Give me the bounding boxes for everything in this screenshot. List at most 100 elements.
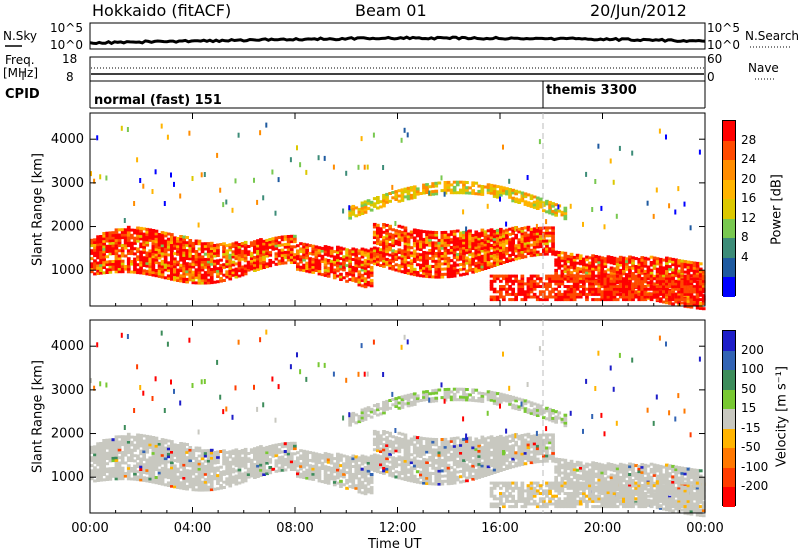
power-cell	[120, 244, 125, 247]
velocity-cell	[197, 465, 202, 468]
power-cell	[618, 289, 623, 293]
power-cell	[148, 233, 153, 237]
power-cell	[354, 261, 359, 265]
power-cell	[585, 279, 589, 283]
power-cell	[166, 237, 171, 241]
velocity-cell	[425, 458, 429, 462]
power-cell	[336, 251, 340, 254]
power-cell	[606, 292, 611, 296]
velocity-cell	[415, 459, 420, 463]
velocity-cell	[99, 476, 103, 479]
power-cell	[249, 267, 254, 271]
velocity-cell	[139, 460, 143, 464]
velocity-cell	[102, 473, 106, 476]
velocity-cell	[108, 441, 113, 444]
velocity-cell	[403, 438, 408, 442]
power-cell	[701, 282, 706, 286]
power-cell	[123, 244, 128, 247]
velocity-cell	[419, 455, 423, 458]
power-cell	[293, 240, 297, 244]
velocity-cell	[336, 455, 340, 459]
power-cell	[495, 195, 500, 199]
power-cell	[412, 249, 417, 253]
velocity-cell	[345, 377, 348, 383]
velocity-cell	[283, 460, 288, 464]
velocity-cell	[329, 456, 334, 460]
power-cell	[114, 252, 119, 255]
velocity-cell	[351, 454, 356, 458]
power-cell	[588, 285, 592, 288]
power-cell	[151, 189, 154, 194]
velocity-cell	[182, 479, 186, 483]
velocity-cell	[302, 449, 306, 453]
power-cell	[680, 287, 685, 291]
velocity-cell	[339, 456, 343, 460]
velocity-cell	[305, 453, 309, 456]
power-cell	[237, 264, 242, 267]
power-cell	[505, 282, 509, 286]
power-cell	[680, 290, 685, 294]
power-cell	[409, 269, 414, 273]
power-cell	[437, 273, 442, 276]
power-cell	[671, 268, 675, 272]
power-cell	[551, 231, 555, 235]
power-cell	[452, 232, 457, 236]
velocity-cell	[142, 463, 146, 467]
power-cell	[237, 274, 242, 278]
velocity-cell	[452, 468, 457, 472]
power-cell	[495, 298, 500, 302]
power-cell	[157, 272, 162, 276]
power-cell	[689, 225, 692, 231]
velocity-cell	[209, 485, 214, 489]
velocity-cell	[339, 485, 343, 488]
power-cell	[412, 273, 417, 277]
velocity-cell	[372, 404, 377, 408]
velocity-cell	[166, 468, 171, 472]
velocity-cell	[166, 470, 171, 474]
velocity-cell	[123, 453, 128, 457]
velocity-cell	[114, 477, 119, 481]
power-cell	[585, 171, 588, 177]
velocity-cell	[139, 468, 143, 471]
power-cell	[609, 295, 614, 299]
velocity-cell	[366, 490, 371, 494]
velocity-cell	[265, 456, 269, 460]
power-cell	[265, 244, 269, 248]
velocity-cell	[385, 405, 389, 409]
power-cell	[575, 285, 580, 288]
velocity-cell	[391, 451, 395, 455]
power-cell	[249, 264, 254, 268]
velocity-cell	[286, 449, 291, 453]
power-cell	[419, 255, 423, 259]
power-cell	[326, 259, 331, 262]
power-cell	[142, 256, 146, 260]
power-cell	[351, 207, 356, 211]
power-cell	[631, 290, 635, 294]
power-cell	[345, 248, 349, 252]
power-cell	[582, 282, 586, 286]
power-cell	[508, 195, 512, 199]
power-cell	[572, 255, 577, 259]
velocity-cell	[268, 471, 273, 475]
power-cell	[582, 265, 586, 269]
power-cell	[622, 272, 626, 276]
power-cell	[680, 292, 685, 296]
velocity-cell	[163, 408, 166, 413]
power-cell	[609, 287, 614, 291]
power-cell	[452, 245, 457, 249]
power-cell	[634, 270, 638, 274]
power-cell	[578, 278, 583, 281]
velocity-cell	[412, 461, 417, 465]
power-cell	[360, 265, 365, 269]
velocity-cell	[240, 464, 245, 468]
power-cell	[90, 171, 92, 177]
power-cell	[526, 249, 531, 253]
power-cell	[612, 285, 617, 288]
power-cell	[529, 274, 534, 278]
velocity-cell	[452, 463, 457, 467]
velocity-cell	[397, 401, 402, 405]
power-cell	[437, 270, 442, 274]
power-cell	[508, 240, 512, 244]
velocity-cell	[345, 463, 349, 467]
power-cell	[219, 187, 222, 193]
